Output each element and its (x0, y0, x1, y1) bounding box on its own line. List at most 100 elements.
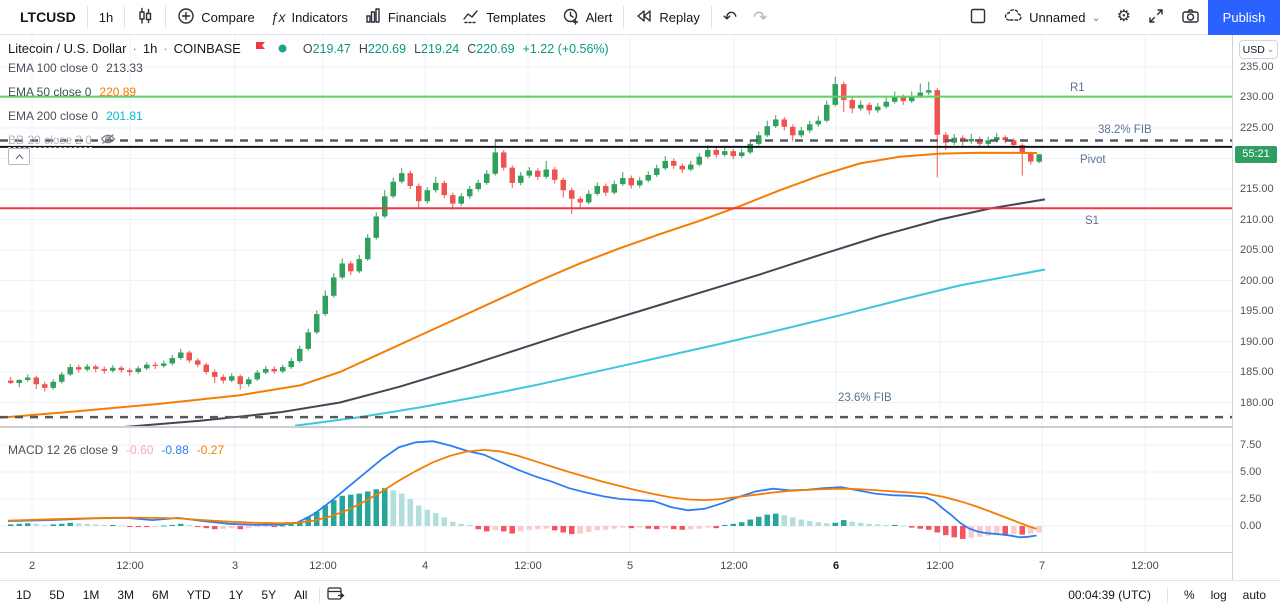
chart-style-button[interactable] (128, 3, 162, 31)
macd-tick: 5.00 (1240, 466, 1262, 478)
flag-icon[interactable] (253, 41, 266, 56)
range-1d-button[interactable]: 1D (16, 588, 32, 602)
macd-tick: 0.00 (1240, 520, 1262, 532)
indicator-value: 213.33 (106, 61, 143, 75)
templates-wave-icon (462, 7, 480, 28)
macd-pane-canvas[interactable] (0, 427, 1233, 553)
macd-values: -0.60 -0.88 -0.27 (126, 443, 224, 457)
price-tick: 210.00 (1240, 214, 1274, 226)
indicator-value: 201.81 (106, 109, 143, 123)
macd-value: -0.60 (126, 443, 154, 457)
financials-label: Financials (387, 9, 447, 25)
ohlc-values: O219.47 H220.69 L219.24 C220.69 (303, 42, 515, 56)
range-ytd-button[interactable]: YTD (186, 588, 211, 602)
market-status-dot[interactable] (278, 41, 287, 56)
publish-button[interactable]: Publish (1208, 0, 1280, 35)
range-5y-button[interactable]: 5Y (261, 588, 277, 602)
time-tick: 5 (626, 560, 634, 572)
price-tick: 225.00 (1240, 122, 1274, 134)
camera-icon (1181, 7, 1200, 28)
auto-scale-button[interactable]: auto (1242, 588, 1266, 602)
log-scale-button[interactable]: log (1210, 588, 1227, 602)
level-label: 38.2% FIB (1098, 124, 1152, 136)
go-to-date-button[interactable] (326, 585, 345, 605)
legend-exchange: COINBASE (173, 41, 241, 56)
macd-name: MACD 12 26 close 9 (8, 443, 119, 457)
undo-button[interactable]: ↶ (722, 7, 738, 27)
indicator-row[interactable]: EMA 50 close 0 220.89 (8, 80, 609, 104)
ema-line (0, 151, 1038, 419)
price-tick: 195.00 (1240, 305, 1274, 317)
price-scale[interactable]: USD ⌄ 235.00 230.00 225.00 215.00 210.00 205.… (1233, 35, 1280, 580)
replay-button[interactable]: Replay (627, 3, 707, 31)
compare-label: Compare (201, 9, 255, 25)
indicator-name: EMA 100 close 0 (8, 61, 99, 75)
indicator-row[interactable]: BB 20 close 2 0 (8, 128, 609, 152)
save-layout-button[interactable]: Unnamed ⌄ (995, 3, 1109, 31)
level-label: R1 (1070, 82, 1085, 94)
indicator-row[interactable]: EMA 200 close 0 201.81 (8, 104, 609, 128)
indicator-row[interactable]: EMA 100 close 0 213.33 (8, 56, 609, 80)
legend-interval: 1h (142, 41, 158, 56)
ema-line (294, 268, 1046, 427)
chevron-down-icon: ⌄ (1091, 11, 1101, 24)
macd-signal-line (7, 448, 1037, 530)
time-tick: 12:00 (720, 560, 748, 572)
indicators-label: Indicators (291, 9, 348, 25)
legend-dot: · (132, 41, 137, 56)
bottom-toolbar: 1D 5D 1M 3M 6M YTD 1Y 5Y All 00:04:39 (UTC) % lo… (0, 580, 1280, 609)
range-5d-button[interactable]: 5D (49, 588, 65, 602)
time-tick: 12:00 (116, 560, 144, 572)
level-label: Pivot (1080, 154, 1106, 166)
range-1y-button[interactable]: 1Y (228, 588, 244, 602)
low-label: L (414, 41, 422, 56)
currency-toggle-button[interactable]: USD ⌄ (1239, 40, 1278, 59)
time-tick: 3 (231, 560, 239, 572)
price-tick: 215.00 (1240, 183, 1274, 195)
time-tick: 12:00 (926, 560, 954, 572)
percent-scale-button[interactable]: % (1183, 588, 1195, 602)
financials-button[interactable]: Financials (356, 3, 455, 31)
interval-button[interactable]: 1h (98, 9, 114, 25)
price-tick: 230.00 (1240, 91, 1274, 103)
snapshot-camera-button[interactable] (1173, 3, 1208, 31)
macd-tick: 7.50 (1240, 439, 1262, 451)
price-tick: 205.00 (1240, 244, 1274, 256)
range-6m-button[interactable]: 6M (152, 588, 169, 602)
time-tick: 4 (421, 560, 429, 572)
bar-countdown-label: 55:21 (1235, 145, 1277, 163)
redo-button[interactable]: ↷ (753, 7, 768, 27)
fx-icon: ƒx (270, 9, 286, 25)
range-all-button[interactable]: All (294, 588, 308, 602)
open-label: O (302, 41, 313, 56)
indicator-value: 220.89 (99, 85, 137, 99)
range-3m-button[interactable]: 3M (117, 588, 135, 602)
pane-collapse-button[interactable] (8, 148, 30, 165)
macd-legend[interactable]: MACD 12 26 close 9 -0.60 -0.88 -0.27 (8, 443, 224, 457)
indicators-button[interactable]: ƒx Indicators (263, 3, 356, 31)
layout-select-button[interactable] (961, 3, 995, 31)
alert-clock-icon (562, 7, 580, 28)
price-tick: 200.00 (1240, 275, 1274, 287)
price-tick: 190.00 (1240, 336, 1274, 348)
currency-label: USD (1242, 43, 1265, 56)
symbol-button[interactable]: LTCUSD (20, 9, 76, 25)
toolbar-separator (710, 6, 712, 28)
fullscreen-button[interactable] (1139, 3, 1173, 31)
chevron-down-icon: ⌄ (1266, 44, 1275, 54)
macd-value: -0.88 (161, 443, 189, 457)
alert-label: Alert (585, 9, 613, 25)
symbol-legend[interactable]: Litecoin / U.S. Dollar · 1h · COINBASE O… (8, 41, 609, 152)
main-chart-canvas[interactable]: R1 38.2% FIB Pivot S1 23.6% FIB (0, 35, 1233, 427)
macd-tick: 2.50 (1240, 493, 1262, 505)
eye-slash-icon[interactable] (100, 133, 116, 148)
range-1m-button[interactable]: 1M (82, 588, 100, 602)
compare-button[interactable]: Compare (169, 3, 262, 31)
templates-button[interactable]: Templates (454, 3, 553, 31)
chart-region: R1 38.2% FIB Pivot S1 23.6% FIB Litecoin / U… (0, 35, 1233, 553)
clock-utc-button[interactable]: 00:04:39 (UTC) (1068, 588, 1151, 602)
alert-button[interactable]: Alert (554, 3, 621, 31)
pane-separator[interactable] (0, 426, 1280, 428)
settings-gear-button[interactable]: ⚙ (1116, 8, 1131, 25)
